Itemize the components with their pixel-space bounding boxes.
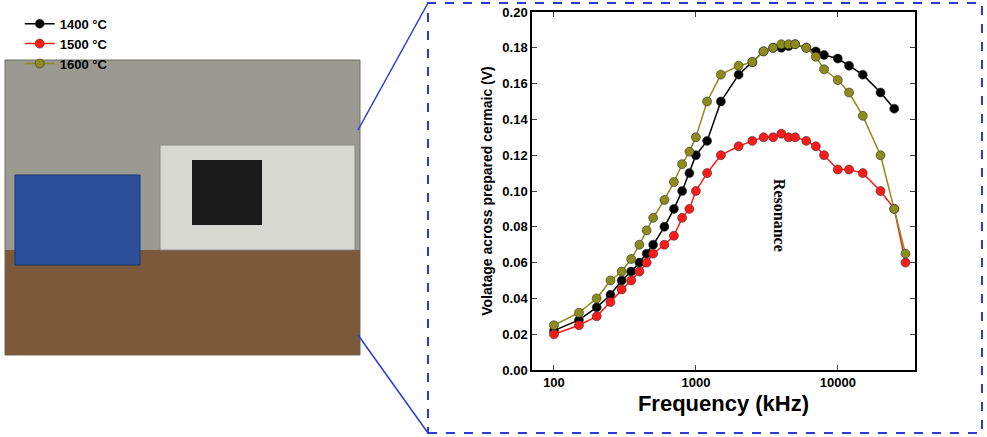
svg-text:Volatage across prepared cerma: Volatage across prepared cermaic (V) — [479, 66, 495, 316]
svg-text:0.00: 0.00 — [502, 363, 527, 378]
svg-text:Frequency (kHz): Frequency (kHz) — [638, 391, 809, 416]
svg-text:10000: 10000 — [820, 375, 856, 390]
svg-text:0.02: 0.02 — [502, 327, 527, 342]
svg-text:0.04: 0.04 — [502, 291, 528, 306]
svg-text:0.10: 0.10 — [502, 184, 527, 199]
svg-text:1400 °C: 1400 °C — [60, 17, 108, 32]
svg-text:1600 °C: 1600 °C — [60, 57, 108, 72]
svg-text:0.20: 0.20 — [502, 5, 527, 20]
svg-text:1500 °C: 1500 °C — [60, 37, 108, 52]
svg-text:100: 100 — [543, 375, 565, 390]
svg-text:1000: 1000 — [681, 375, 710, 390]
svg-text:0.18: 0.18 — [502, 40, 527, 55]
svg-text:0.12: 0.12 — [502, 148, 527, 163]
svg-text:0.16: 0.16 — [502, 76, 527, 91]
svg-text:Resonance: Resonance — [771, 179, 788, 252]
svg-text:0.06: 0.06 — [502, 255, 527, 270]
svg-text:0.14: 0.14 — [502, 112, 528, 127]
svg-text:0.08: 0.08 — [502, 219, 527, 234]
